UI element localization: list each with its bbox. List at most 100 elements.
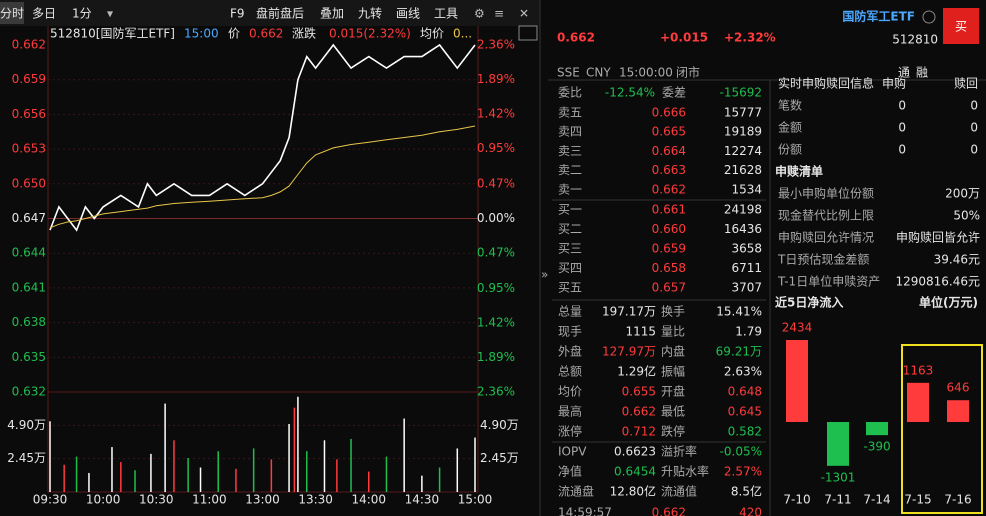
book-price: 0.657 (652, 281, 686, 295)
book-price: 0.658 (652, 261, 686, 275)
volume-bar (474, 437, 476, 492)
book-level: 买四 (558, 261, 582, 275)
book-volume: 12274 (724, 144, 762, 158)
redemption-value: 0 (898, 143, 906, 157)
highlight-box (901, 344, 983, 514)
avg-price-line (49, 125, 476, 229)
book-level: 买一 (558, 203, 582, 217)
book-volume: 6711 (731, 261, 762, 275)
quote-currency: CNY (586, 66, 611, 80)
y-tick-label: 0.656 (12, 107, 46, 121)
book-volume: 3658 (731, 242, 762, 256)
book-price: 0.659 (652, 242, 686, 256)
toolbar-tool[interactable]: F9 (230, 7, 245, 21)
quote-change: +0.015 (660, 31, 708, 45)
stat-value: 1.29亿 (617, 364, 656, 379)
quote-time: 15:00:00 (619, 66, 673, 80)
wp-icon[interactable] (518, 25, 538, 41)
stat-value: 0.662 (622, 405, 656, 419)
info-icon[interactable] (922, 10, 936, 24)
book-price: 0.661 (652, 203, 686, 217)
settings-icon[interactable]: ⚙ (474, 7, 485, 21)
toolbar-tool[interactable]: 画线 (396, 7, 420, 21)
stat-label: 现手 (558, 325, 582, 339)
toolbar-tool[interactable]: 九转 (358, 6, 382, 21)
volume-bar (336, 459, 338, 492)
ratio-label: 委比 (558, 86, 582, 100)
quote-tag: 通 (898, 66, 910, 80)
volume-tick-label: 4.90万 (7, 418, 46, 432)
stat-value: 0.655 (622, 385, 656, 399)
inflow-value-label: 2434 (782, 321, 813, 335)
info-time: 15:00 (184, 27, 219, 41)
y-tick-label: 0.641 (12, 280, 46, 294)
toolbar-tab[interactable]: 1分 (72, 7, 92, 21)
y-tick-label: 0.650 (12, 176, 46, 190)
quote-change-pct: +2.32% (724, 31, 776, 45)
y2-tick-label: 1.89% (477, 350, 515, 364)
volume-bar (421, 475, 423, 492)
redemption-header: 申购 (882, 76, 906, 91)
redemption-value: 0 (898, 121, 906, 135)
book-volume: 3707 (731, 281, 762, 295)
info-price: 0.662 (249, 27, 283, 41)
y-tick-label: 0.647 (12, 211, 46, 225)
x-tick-label: 14:00 (351, 493, 386, 507)
toolbar-tab[interactable]: 多日 (32, 7, 56, 21)
book-price: 0.662 (652, 182, 686, 196)
toolbar-tab[interactable]: 分时 (0, 7, 24, 21)
stat-label: 开盘 (661, 384, 685, 399)
toolbar-tool[interactable]: 工具 (434, 7, 458, 21)
inflow-category: 7-11 (824, 493, 851, 507)
y2-tick-label: 0.47% (477, 246, 515, 260)
redemption-header: 赎回 (954, 77, 978, 91)
redemption-value: 0 (970, 143, 978, 157)
x-tick-label: 13:30 (298, 493, 333, 507)
inflow-category: 7-10 (783, 493, 810, 507)
price-line (49, 43, 476, 232)
toolbar-tool[interactable]: 盘前盘后 (256, 6, 304, 21)
quote-exchange: SSE (557, 66, 580, 80)
collapse-arrow[interactable]: » (541, 268, 548, 282)
menu-icon[interactable]: ≡ (494, 7, 504, 21)
dropdown-arrow[interactable]: ▾ (107, 7, 113, 21)
info-avg: 0... (453, 27, 472, 41)
close-icon[interactable]: ✕ (519, 7, 529, 21)
book-level: 卖四 (558, 125, 582, 139)
redemption-label: 金额 (778, 120, 802, 135)
x-tick-label: 10:00 (86, 493, 121, 507)
list-label: T日预估现金差额 (777, 252, 869, 267)
ratio-value: -12.54% (605, 86, 655, 100)
stat-label: 量比 (661, 325, 685, 339)
diff-label: 委差 (662, 86, 686, 100)
volume-bar (293, 407, 296, 492)
redemption-value: 0 (898, 99, 906, 113)
stat-label: 换手 (661, 305, 685, 319)
book-price: 0.666 (652, 106, 686, 120)
list-value: 申购赎回皆允许 (896, 230, 980, 245)
stat-value: 0.648 (728, 385, 762, 399)
inflow-value-label: -1301 (821, 470, 856, 484)
inflow-bar (907, 382, 929, 422)
stat-label: 最高 (558, 404, 582, 419)
book-level: 买三 (558, 242, 582, 256)
toolbar-tool[interactable]: 叠加 (320, 7, 344, 21)
x-tick-label: 13:00 (245, 493, 280, 507)
book-volume: 21628 (724, 163, 762, 177)
buy-button[interactable] (943, 8, 979, 44)
stat-value: 0.645 (728, 405, 762, 419)
volume-bar (297, 396, 299, 492)
list-title: 申赎清单 (775, 164, 823, 179)
stat-value: 0.582 (728, 425, 762, 439)
volume-bar (270, 459, 273, 492)
stat-value: 0.712 (622, 425, 656, 439)
volume-tick-label-right: 2.45万 (480, 451, 519, 465)
buy-label[interactable]: 买 (955, 20, 967, 34)
volume-bar (252, 448, 255, 492)
redemption-label: 份额 (778, 143, 802, 157)
last-trade-price: 0.662 (652, 506, 686, 516)
x-tick-label: 09:30 (33, 493, 68, 507)
active-tab-bg (0, 2, 24, 24)
